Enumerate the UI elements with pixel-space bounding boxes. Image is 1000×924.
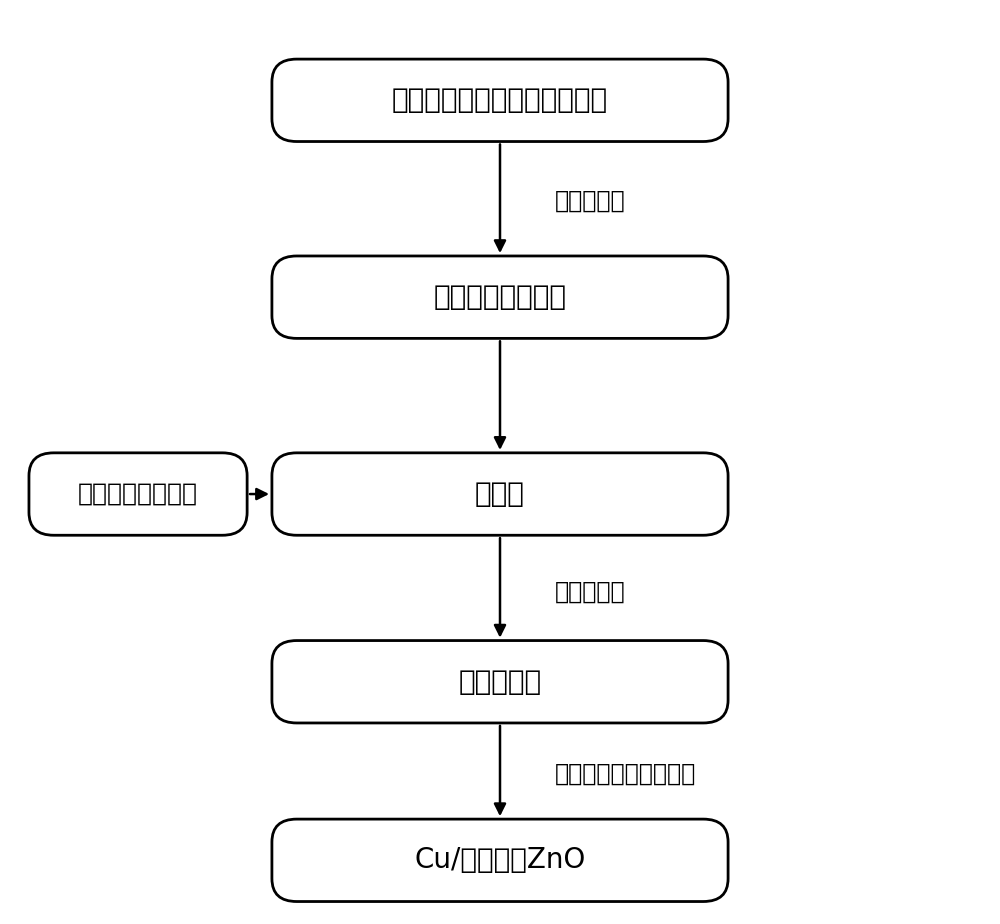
Text: Cu/特定形态ZnO: Cu/特定形态ZnO (414, 846, 586, 874)
Text: 铜盐溶于去离子水: 铜盐溶于去离子水 (78, 482, 198, 506)
Text: 特定形态的氧化锌: 特定形态的氧化锌 (434, 283, 566, 311)
Text: 悬浮液: 悬浮液 (475, 480, 525, 508)
Text: 还原剂还原: 还原剂还原 (555, 580, 625, 604)
Text: 锌盐和矿化剂溶于去离子水中: 锌盐和矿化剂溶于去离子水中 (392, 86, 608, 115)
FancyBboxPatch shape (272, 256, 728, 338)
FancyBboxPatch shape (272, 819, 728, 902)
FancyBboxPatch shape (29, 453, 247, 535)
FancyBboxPatch shape (272, 640, 728, 723)
Text: 水热合成法: 水热合成法 (555, 189, 625, 213)
Text: 洗涤、抽滤和真空干燥: 洗涤、抽滤和真空干燥 (555, 761, 696, 785)
FancyBboxPatch shape (272, 59, 728, 141)
Text: 黑色悬浮液: 黑色悬浮液 (458, 668, 542, 696)
FancyBboxPatch shape (272, 453, 728, 535)
